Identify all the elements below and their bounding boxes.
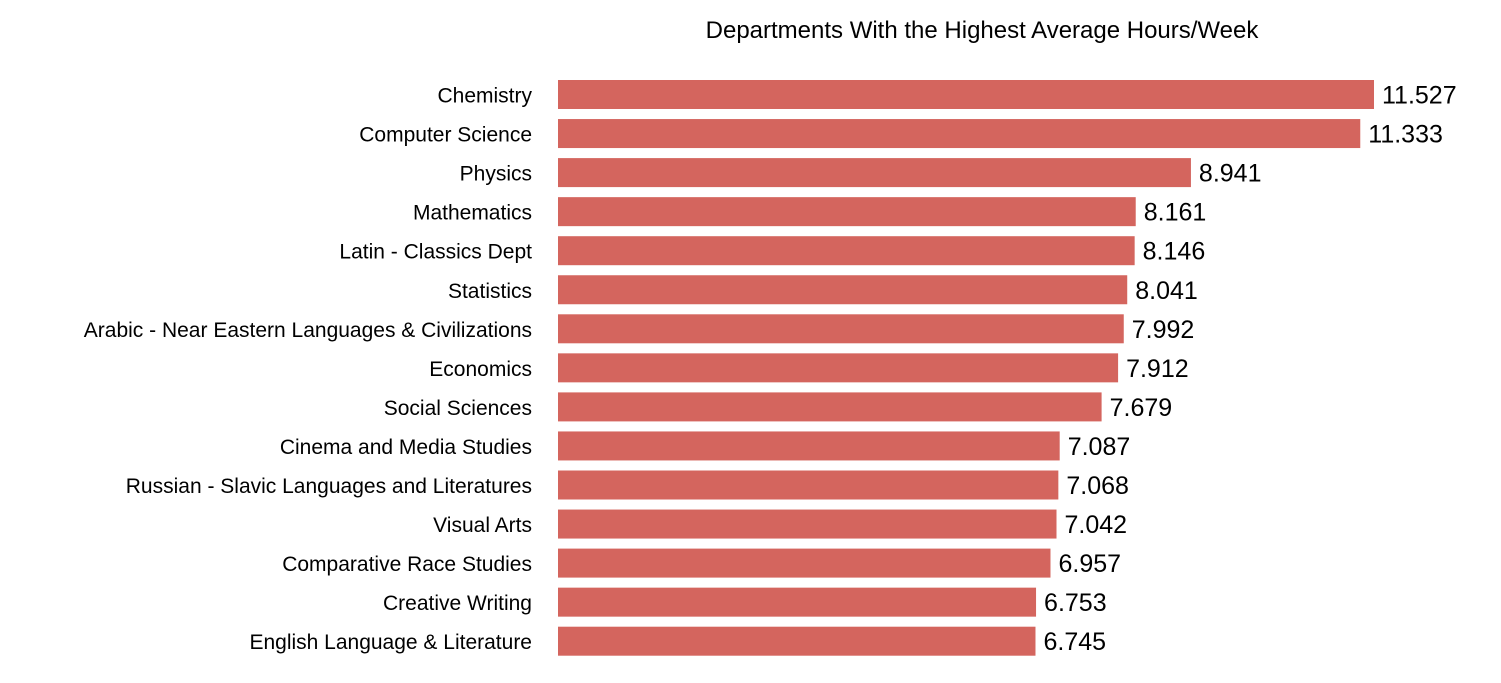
category-label: Chemistry <box>437 85 532 108</box>
bar <box>558 392 1102 422</box>
bar <box>558 80 1374 109</box>
bar <box>558 314 1124 344</box>
category-label: English Language & Literature <box>249 631 532 654</box>
category-label: Physics <box>460 163 532 186</box>
bar <box>558 353 1119 383</box>
bar <box>558 470 1059 500</box>
bar <box>558 197 1136 227</box>
category-label: Latin - Classics Dept <box>339 241 532 264</box>
value-label: 7.068 <box>1066 472 1129 500</box>
value-label: 7.087 <box>1068 433 1131 461</box>
category-label: Cinema and Media Studies <box>280 436 532 459</box>
category-label: Russian - Slavic Languages and Literatur… <box>126 475 532 498</box>
category-label: Visual Arts <box>433 514 532 537</box>
category-label: Economics <box>429 358 532 381</box>
value-label: 8.941 <box>1199 160 1262 188</box>
value-label: 8.146 <box>1143 238 1206 266</box>
value-label: 7.042 <box>1065 511 1128 539</box>
chart-title: Departments With the Highest Average Hou… <box>706 17 1260 44</box>
category-label: Social Sciences <box>384 397 532 420</box>
value-label: 7.992 <box>1132 316 1195 344</box>
value-label: 6.753 <box>1044 589 1107 617</box>
value-label: 11.527 <box>1382 82 1457 110</box>
category-label: Comparative Race Studies <box>282 553 532 576</box>
bar <box>558 431 1060 461</box>
value-label: 8.161 <box>1144 199 1207 227</box>
category-label: Creative Writing <box>383 592 532 615</box>
value-label: 7.679 <box>1110 394 1173 422</box>
value-label: 6.957 <box>1058 550 1121 578</box>
category-label: Mathematics <box>413 202 532 225</box>
bar <box>558 587 1037 617</box>
bar <box>558 119 1361 149</box>
bar <box>558 509 1057 539</box>
category-label: Statistics <box>448 280 532 303</box>
value-label: 6.745 <box>1043 628 1106 656</box>
bar <box>558 548 1051 578</box>
category-label: Computer Science <box>359 124 532 147</box>
value-label: 11.333 <box>1368 121 1443 149</box>
bar <box>558 158 1191 188</box>
category-label: Arabic - Near Eastern Languages & Civili… <box>84 319 532 342</box>
bars-group: Chemistry 11.527 Computer Science 11.333 Phy… <box>84 80 1457 656</box>
value-label: 8.041 <box>1135 277 1198 305</box>
bar <box>558 236 1135 266</box>
bar <box>558 626 1036 656</box>
bar <box>558 275 1128 305</box>
value-label: 7.912 <box>1126 355 1189 383</box>
